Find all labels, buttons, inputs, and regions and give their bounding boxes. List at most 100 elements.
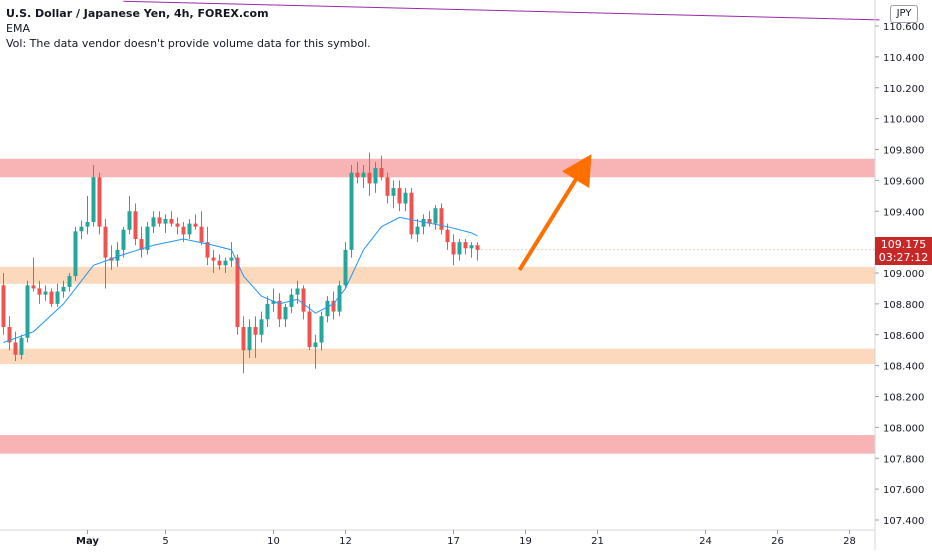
candle-down (97, 177, 102, 227)
candle-up (163, 218, 168, 224)
candle-up (319, 316, 324, 343)
candle-up (457, 242, 462, 255)
candle-up (325, 300, 330, 317)
time-tick-label: 24 (699, 536, 712, 547)
candle-up (403, 192, 408, 204)
zone-red-3 (0, 435, 875, 454)
candle-down (277, 300, 282, 320)
candle-down (475, 245, 480, 250)
price-tick-label: 110.000 (883, 115, 924, 126)
candle-down (331, 300, 336, 312)
price-tick-label: 108.200 (883, 393, 924, 404)
candle-down (175, 223, 180, 227)
candle-down (439, 208, 444, 230)
last-price-value: 109.175 (880, 238, 927, 251)
candle-up (469, 245, 474, 249)
price-tick-label: 109.600 (883, 176, 924, 187)
candle-up (361, 172, 366, 178)
candle-down (385, 177, 390, 196)
zone-red-0 (0, 158, 875, 178)
candle-down (157, 217, 162, 224)
candle-up (85, 222, 90, 227)
time-tick-label: 5 (162, 536, 168, 547)
candle-down (367, 172, 372, 184)
ema-line (3, 216, 478, 343)
candle-up (187, 223, 192, 235)
time-tick-label: 10 (267, 536, 280, 547)
time-tick-label: 26 (771, 536, 784, 547)
last-price-tag: 109.175 03:27:12 (875, 237, 932, 265)
time-tick-label: 21 (591, 536, 604, 547)
price-tick-label: 109.800 (883, 146, 924, 157)
zone-orange-1 (0, 266, 875, 284)
candle-up (259, 319, 264, 335)
candle-up (19, 337, 24, 355)
candle-down (103, 226, 108, 258)
candle-down (217, 260, 222, 266)
volume-note: Vol: The data vendor doesn't provide vol… (6, 37, 371, 50)
time-tick-label: 12 (339, 536, 352, 547)
candle-up (67, 276, 72, 287)
time-tick-label: May (76, 536, 99, 547)
trendline (123, 0, 880, 21)
candle-down (241, 327, 246, 351)
candle-down (37, 288, 42, 295)
zone-orange-2 (0, 348, 875, 365)
candle-up (349, 172, 354, 250)
price-tick-label: 109.400 (883, 207, 924, 218)
candle-up (91, 177, 96, 223)
candle-up (247, 327, 252, 351)
candle-up (25, 285, 30, 338)
candle-down (13, 342, 18, 355)
candle-down (253, 327, 258, 335)
price-tick-label: 107.600 (883, 485, 924, 496)
price-tick-label: 110.200 (883, 84, 924, 95)
price-tick-label: 108.600 (883, 331, 924, 342)
candle-up (145, 226, 150, 250)
candle-down (307, 311, 312, 348)
candle-down (169, 218, 174, 224)
candle-down (451, 242, 456, 255)
candle-down (355, 172, 360, 178)
candle-up (295, 288, 300, 295)
candle-up (43, 291, 48, 295)
price-tick-label: 110.400 (883, 53, 924, 64)
time-tick-label: 17 (447, 536, 460, 547)
candle-up (127, 211, 132, 230)
candle-up (433, 208, 438, 224)
candle-up (421, 218, 426, 227)
candle-up (271, 300, 276, 304)
candle-down (205, 242, 210, 258)
candle-down (301, 288, 306, 312)
candle-down (181, 226, 186, 235)
candle-up (55, 291, 60, 304)
price-tick-label: 109.000 (883, 269, 924, 280)
candle-down (235, 257, 240, 328)
candle-up (151, 217, 156, 227)
candle-down (409, 192, 414, 235)
arrow-drawing (517, 154, 592, 271)
indicator-label: EMA (6, 22, 30, 35)
candle-down (211, 257, 216, 261)
candle-up (313, 342, 318, 348)
currency-button[interactable]: JPY (890, 5, 918, 23)
candle-down (7, 327, 12, 343)
candle-up (73, 231, 78, 277)
price-tick-label: 108.800 (883, 300, 924, 311)
candle-down (193, 223, 198, 227)
price-tick-label: 107.400 (883, 516, 924, 527)
candle-up (115, 249, 120, 261)
symbol-title: U.S. Dollar / Japanese Yen, 4h, FOREX.co… (6, 7, 269, 20)
candle-up (79, 226, 84, 232)
candle-up (415, 226, 420, 235)
candle-up (373, 168, 378, 184)
candle-down (463, 242, 468, 249)
candle-down (445, 229, 450, 243)
candle-down (379, 168, 384, 178)
candle-up (283, 306, 288, 320)
candle-down (1, 285, 6, 328)
candle-up (121, 229, 126, 250)
candle-down (199, 226, 204, 243)
